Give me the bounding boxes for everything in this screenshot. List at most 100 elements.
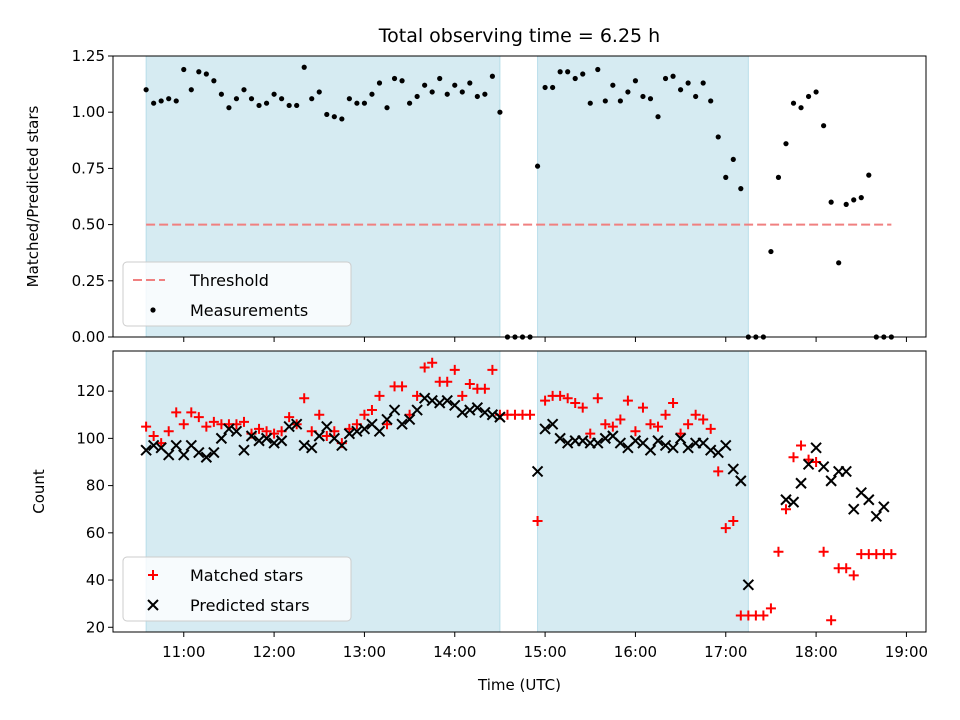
- matched-star-point: [299, 393, 310, 404]
- measurement-point: [625, 89, 631, 95]
- measurement-point: [361, 100, 368, 106]
- measurement-point: [467, 80, 473, 86]
- measurement-point: [572, 75, 578, 82]
- matched-star-point: [660, 409, 671, 420]
- matched-star-point: [585, 428, 596, 439]
- legend: Matched stars Predicted stars: [122, 556, 352, 622]
- matched-star-point: [773, 546, 784, 557]
- matched-star-point: [208, 416, 219, 427]
- measurement-point: [813, 89, 819, 95]
- measurement-point: [279, 96, 285, 102]
- predicted-star-point: [290, 418, 303, 430]
- predicted-star-point: [396, 418, 408, 430]
- predicted-star-point: [268, 437, 280, 449]
- measurement-point: [587, 100, 593, 106]
- x-tick-label: 18:00: [794, 643, 837, 661]
- measurement-point: [693, 93, 699, 100]
- matched-star-point: [570, 397, 581, 408]
- measurement-point: [294, 102, 300, 109]
- measurement-point: [685, 80, 691, 86]
- measurement-point: [632, 78, 639, 84]
- measurement-point: [429, 89, 435, 95]
- measurement-point: [655, 114, 661, 120]
- measurement-point: [662, 75, 669, 82]
- predicted-star-point: [735, 475, 747, 487]
- matched-star-point: [479, 383, 490, 394]
- predicted-star-point: [546, 418, 559, 430]
- predicted-star-point: [208, 446, 220, 459]
- series-predicted-stars: [140, 392, 890, 591]
- top-y-axis-label: Matched/Predicted stars: [24, 106, 42, 288]
- predicted-star-point: [780, 494, 792, 506]
- predicted-star-point: [433, 397, 446, 409]
- predicted-star-point: [200, 451, 213, 463]
- measurement-point: [708, 98, 714, 104]
- matched-star-point: [427, 357, 438, 368]
- matched-star-point: [442, 376, 453, 387]
- predicted-star-point: [674, 432, 687, 445]
- measurement-point: [595, 66, 601, 73]
- measurement-point: [173, 98, 179, 104]
- measurement-point: [798, 105, 804, 111]
- matched-star-point: [848, 570, 859, 581]
- matched-star-point: [374, 390, 385, 401]
- legend-handle-measurements: [150, 307, 156, 313]
- x-tick-label: 19:00: [885, 643, 928, 661]
- y-tick-label: 1.25: [72, 47, 105, 65]
- predicted-star-point: [878, 501, 890, 513]
- measurement-point: [166, 96, 172, 102]
- predicted-star-point: [848, 503, 860, 515]
- matched-star-point: [607, 421, 618, 432]
- measurement-point: [790, 100, 797, 106]
- matched-star-point: [728, 516, 739, 527]
- matched-star-point: [818, 546, 829, 557]
- measurement-point: [497, 109, 503, 115]
- measurement-point: [482, 91, 488, 97]
- measurement-point: [143, 87, 149, 93]
- matched-star-point: [193, 412, 204, 423]
- matched-star-point: [637, 402, 648, 413]
- predicted-star-point: [817, 460, 830, 473]
- predicted-star-point: [825, 475, 837, 487]
- measurement-point: [783, 141, 789, 147]
- top-panel: 0.00 0.25 0.50 0.75 1.00 1.25 Threshold Measure…: [72, 47, 927, 346]
- predicted-star-point: [223, 423, 235, 435]
- legend-label: Predicted stars: [190, 596, 310, 615]
- measurement-point: [730, 156, 736, 163]
- x-axis-label: Time (UTC): [477, 676, 561, 694]
- predicted-star-point: [599, 432, 612, 445]
- measurement-point: [391, 75, 398, 82]
- y-tick-label: 60: [86, 524, 105, 542]
- measurement-point: [339, 116, 345, 122]
- measurement-point: [271, 91, 277, 97]
- measurement-point: [738, 186, 744, 192]
- predicted-star-point: [418, 392, 431, 404]
- measurement-point: [301, 64, 307, 70]
- measurement-point: [196, 69, 202, 75]
- measurement-point: [534, 163, 541, 169]
- measurement-point: [203, 71, 209, 77]
- predicted-star-point: [162, 449, 175, 461]
- matched-star-point: [261, 426, 272, 437]
- measurement-point: [286, 102, 292, 109]
- matched-star-point: [284, 412, 295, 423]
- predicted-star-point: [343, 427, 356, 440]
- matched-star-point: [449, 364, 460, 375]
- matched-star-point: [765, 603, 776, 614]
- predicted-star-point: [381, 413, 393, 426]
- matched-star-point: [163, 426, 174, 437]
- predicted-star-point: [178, 449, 190, 461]
- legend-box: [122, 261, 352, 327]
- x-tick-label: 11:00: [162, 643, 205, 661]
- matched-star-point: [359, 409, 370, 420]
- matched-star-point: [254, 423, 265, 434]
- predicted-star-point: [358, 423, 371, 435]
- measurement-point: [151, 100, 157, 106]
- legend-label: Matched stars: [190, 566, 303, 585]
- y-tick-label: 120: [76, 382, 105, 400]
- predicted-star-point: [682, 442, 694, 454]
- predicted-star-point: [298, 439, 310, 452]
- measurement-point: [263, 100, 270, 106]
- measurement-point: [226, 105, 232, 111]
- measurement-point: [211, 78, 217, 84]
